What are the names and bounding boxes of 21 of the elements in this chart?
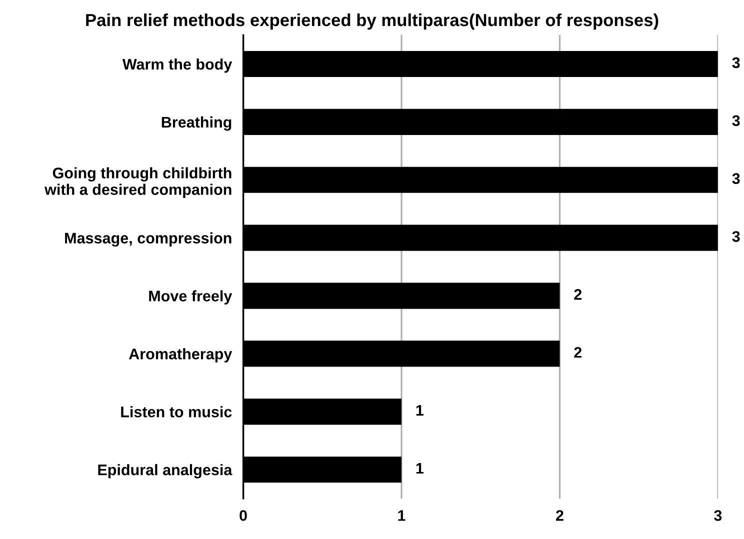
y-tick-label: Warm the body: [122, 58, 232, 73]
chart-title: Pain relief methods experienced by multiparas(Number of responses): [86, 13, 658, 30]
x-tick-label: 2: [556, 510, 564, 521]
data-label: 1: [416, 463, 424, 474]
x-tick-label: 0: [240, 510, 247, 521]
x-tick-label: 1: [398, 510, 406, 521]
y-tick-label: Massage, compression: [65, 232, 232, 247]
y-tick-label: Breathing: [162, 116, 232, 131]
y-tick-label: Move freely: [149, 290, 232, 304]
data-label: 3: [732, 115, 740, 126]
data-label: 3: [732, 231, 740, 242]
y-tick-label: Epidural analgesia: [98, 464, 232, 478]
data-label: 3: [732, 57, 740, 68]
data-label: 3: [732, 173, 740, 184]
x-tick-label: 3: [714, 510, 722, 521]
y-tick-label: Aromatherapy: [128, 348, 232, 362]
data-label: 1: [416, 405, 424, 416]
y-tick-label: Listen to music: [121, 406, 232, 418]
y-tick-label: Going through childbirth with a desired companion: [44, 167, 232, 198]
data-label: 2: [574, 347, 582, 358]
data-label: 2: [574, 289, 582, 300]
